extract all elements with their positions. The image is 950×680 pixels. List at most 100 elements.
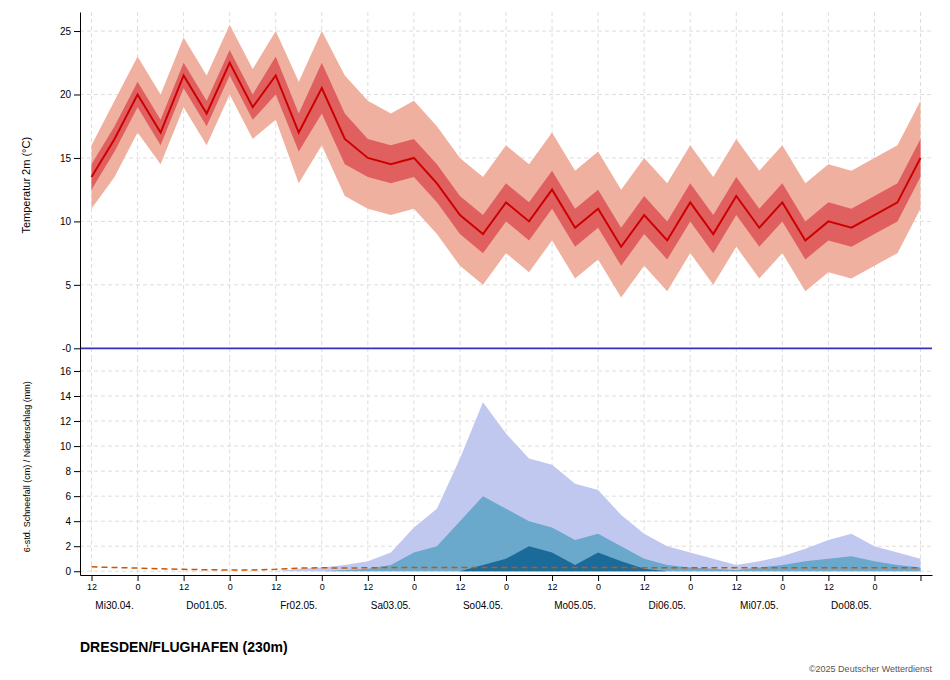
tick: 12: [732, 575, 742, 592]
tick: 0: [596, 575, 601, 592]
tick-label: 5: [65, 280, 71, 291]
tick-mark: [74, 94, 80, 95]
tick-mark: [230, 575, 231, 581]
tick: 0: [228, 575, 233, 592]
tick: 12: [455, 575, 465, 592]
tick-mark: [138, 575, 139, 581]
tick: 8: [65, 466, 80, 477]
tick: 0: [872, 575, 877, 592]
axis-title: Temperatur 2m (°C): [20, 137, 32, 234]
tick: -0: [62, 343, 80, 354]
tick-label: -0: [62, 343, 71, 354]
tick-label: 0: [412, 582, 417, 592]
grid-line: [91, 358, 92, 575]
tick-mark: [74, 371, 80, 372]
grid: [80, 358, 932, 575]
line: [92, 63, 921, 247]
tick-label: 12: [271, 582, 281, 592]
tick: 6: [65, 491, 80, 502]
tick-mark: [782, 575, 783, 581]
y-axis: 0 2 4 6 8 10 12 14 16: [60, 359, 81, 577]
tick-mark: [414, 575, 415, 581]
tick-label: 12: [548, 582, 558, 592]
tick-mark: [92, 575, 93, 581]
tick-label: 15: [60, 153, 72, 164]
tick-mark: [276, 575, 277, 581]
tick-label: 14: [60, 391, 72, 402]
marks: [80, 25, 932, 349]
tick: 10: [60, 216, 80, 227]
tick-mark: [920, 575, 921, 581]
tick-label: 0: [688, 582, 693, 592]
tick: 0: [136, 575, 141, 592]
tick: [920, 575, 921, 581]
tick-label: 12: [179, 582, 189, 592]
tick-mark: [74, 285, 80, 286]
tick: 0: [320, 575, 325, 592]
tick: 20: [60, 89, 80, 100]
tick: 5: [65, 280, 80, 291]
grid-line: [80, 421, 932, 422]
band: [92, 25, 921, 298]
tick-label: 0: [228, 582, 233, 592]
tick-label: 0: [65, 566, 71, 577]
grid-line: [183, 358, 184, 575]
zero-line: [80, 347, 932, 349]
grid-line: [321, 358, 322, 575]
tick-label: 16: [60, 366, 72, 377]
tick: 0: [504, 575, 509, 592]
grid-line: [80, 370, 932, 371]
tick-label: 12: [87, 582, 97, 592]
tick-mark: [736, 575, 737, 581]
annotation: Do01.05.: [186, 600, 227, 611]
tick-mark: [74, 221, 80, 222]
axis-line: [80, 13, 81, 359]
x-axis: 120120120120120120120120120: [81, 575, 933, 592]
grid-line: [874, 358, 875, 575]
tick: 16: [60, 366, 80, 377]
tick: 12: [548, 575, 558, 592]
annotation: So04.05.: [463, 600, 503, 611]
panel: -0510152025Temperatur 2m (°C): [20, 12, 932, 359]
tick-mark: [874, 575, 875, 581]
tick-mark: [74, 546, 80, 547]
tick-label: 0: [504, 582, 509, 592]
tick: 12: [363, 575, 373, 592]
tick-mark: [690, 575, 691, 581]
annotation: Do08.05.: [831, 600, 872, 611]
tick-mark: [828, 575, 829, 581]
tick-label: 0: [596, 582, 601, 592]
chart: -0510152025Temperatur 2m (°C)02468101214…: [0, 0, 950, 680]
tick: 0: [688, 575, 693, 592]
area: [92, 402, 921, 571]
grid-line: [137, 358, 138, 575]
tick-mark: [74, 496, 80, 497]
marks: [92, 402, 921, 571]
tick: 0: [780, 575, 785, 592]
annotation: Mo05.05.: [554, 600, 596, 611]
tick-label: 6: [65, 491, 71, 502]
tick: 2: [65, 541, 80, 552]
tick-label: 0: [320, 582, 325, 592]
tick: 10: [60, 441, 80, 452]
grid-line: [367, 358, 368, 575]
tick: 4: [65, 516, 80, 527]
annotation: Sa03.05.: [371, 600, 411, 611]
tick-mark: [74, 471, 80, 472]
tick-label: 12: [363, 582, 373, 592]
y-axis: -0510152025: [60, 13, 81, 359]
tick: 12: [60, 416, 80, 427]
tick-mark: [74, 421, 80, 422]
tick: 0: [65, 566, 80, 577]
tick-label: 2: [65, 541, 71, 552]
tick: 14: [60, 391, 80, 402]
tick-label: 0: [780, 582, 785, 592]
tick-label: 4: [65, 516, 71, 527]
tick: 0: [412, 575, 417, 592]
tick-mark: [506, 575, 507, 581]
tick-label: 0: [872, 582, 877, 592]
tick-label: 12: [60, 416, 72, 427]
grid-line: [275, 358, 276, 575]
area: [92, 496, 921, 571]
tick-label: 0: [136, 582, 141, 592]
